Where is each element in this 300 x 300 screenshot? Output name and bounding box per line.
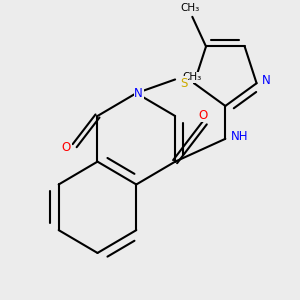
Text: O: O <box>62 142 71 154</box>
Text: CH₃: CH₃ <box>180 3 200 13</box>
Text: N: N <box>262 74 271 88</box>
Text: CH₃: CH₃ <box>183 72 202 82</box>
Text: NH: NH <box>231 130 249 143</box>
Text: O: O <box>198 109 207 122</box>
Text: N: N <box>134 87 143 100</box>
Text: S: S <box>180 77 188 90</box>
